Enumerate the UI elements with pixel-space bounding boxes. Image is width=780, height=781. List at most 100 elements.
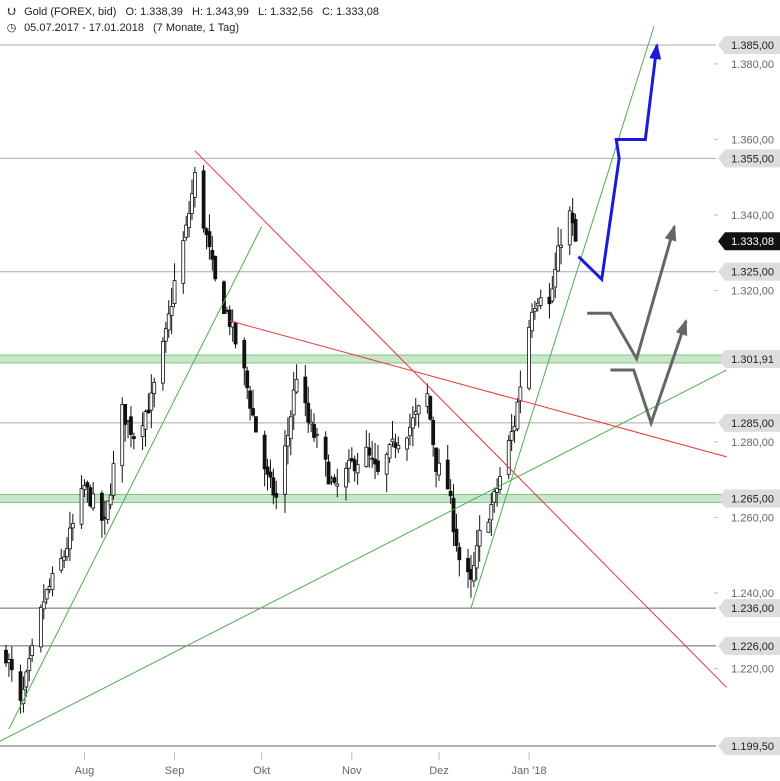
x-tick-label: Sep <box>165 765 185 777</box>
period-label: (7 Monate, 1 Tag) <box>153 22 240 34</box>
candle-up <box>550 288 555 302</box>
candle-down <box>99 492 104 521</box>
support-zone <box>0 354 780 363</box>
candle-up <box>474 545 479 569</box>
price-tag <box>718 599 780 618</box>
candle-down <box>4 649 8 664</box>
open-value: O: 1.338,39 <box>125 6 183 18</box>
candles-layer <box>4 165 578 714</box>
scenario-arrowhead <box>675 318 688 337</box>
price-tag <box>718 149 780 168</box>
candle-up <box>364 446 369 468</box>
candle-up <box>506 440 511 475</box>
candle-down <box>123 404 128 425</box>
y-tick-label: 1.220,00 <box>731 664 774 676</box>
candle-up <box>44 589 49 600</box>
candle-up <box>489 504 494 521</box>
candle-up <box>288 416 293 439</box>
candle-up <box>486 521 491 533</box>
candle-up <box>111 463 116 496</box>
instrument-name: Gold (FOREX, bid) <box>24 6 117 18</box>
resistance-trendline <box>229 320 727 458</box>
candle-up <box>532 308 537 312</box>
candle-up <box>149 392 154 411</box>
candle-down <box>370 457 375 460</box>
candle-up <box>387 444 392 459</box>
candle-down <box>222 281 226 315</box>
candle-down <box>245 370 250 389</box>
price-tag <box>718 349 780 368</box>
x-tick-label: Dez <box>429 765 449 777</box>
candle-up <box>59 558 64 571</box>
candle-down <box>312 424 316 438</box>
candle-up <box>553 268 558 288</box>
candle-up <box>38 606 43 648</box>
candle-down <box>332 477 337 483</box>
candle-up <box>384 454 389 475</box>
candle-up <box>347 459 351 469</box>
x-tick-label: Jan '18 <box>512 765 547 777</box>
zone-layer <box>0 354 780 503</box>
price-tag <box>718 262 780 281</box>
double-chevron-down-icon[interactable]: ⮋ <box>7 6 16 18</box>
candle-up <box>315 433 319 436</box>
candle-down <box>428 396 433 420</box>
candle-up <box>91 493 96 509</box>
high-value: H: 1.343,99 <box>192 6 249 18</box>
candle-up <box>50 572 55 591</box>
price-tag-label: 1.333,08 <box>731 236 774 248</box>
candle-up <box>65 548 69 558</box>
candle-down <box>274 492 279 498</box>
trendlines-layer <box>0 25 728 742</box>
candle-up <box>515 401 520 430</box>
candle-down <box>367 447 372 456</box>
candle-up <box>187 213 191 228</box>
level-lines-layer <box>0 44 780 747</box>
candle-up <box>396 445 401 450</box>
candle-down <box>393 442 398 448</box>
candle-down <box>454 528 459 547</box>
price-tag-label: 1.236,00 <box>731 603 774 615</box>
candle-up <box>477 529 482 547</box>
candle-up <box>184 224 189 238</box>
price-tags-layer: 1.385,00 1.355,00 1.333,08 1.325,00 1.301,91… <box>718 36 780 755</box>
candle-up <box>163 328 168 342</box>
price-tag-label: 1.385,00 <box>731 40 774 52</box>
candle-up <box>291 389 296 416</box>
date-range: 05.07.2017 - 17.01.2018 <box>24 22 144 34</box>
candle-up <box>82 485 87 491</box>
y-tick-label: 1.240,00 <box>731 588 774 600</box>
candle-up <box>495 488 500 493</box>
y-tick-label: 1.260,00 <box>731 512 774 524</box>
candle-up <box>143 411 148 430</box>
price-tag-label: 1.355,00 <box>731 153 774 165</box>
candle-down <box>265 466 270 475</box>
price-tag <box>718 413 780 432</box>
candle-down <box>448 490 453 497</box>
candle-up <box>166 313 171 331</box>
low-value: L: 1.332,56 <box>257 6 313 18</box>
candle-down <box>146 409 151 414</box>
scenario-arrowhead <box>664 224 677 242</box>
candle-up <box>408 426 412 437</box>
chart-header-row: ⮋ Gold (FOREX, bid) O: 1.338,39 H: 1.343… <box>6 5 385 19</box>
candle-up <box>390 438 395 443</box>
candle-down <box>303 376 308 404</box>
price-tag <box>718 232 780 251</box>
candle-up <box>294 378 299 393</box>
candle-down <box>268 471 273 478</box>
candle-up <box>344 468 348 488</box>
candle-down <box>326 461 331 485</box>
candle-up <box>416 405 421 415</box>
candle-up <box>283 445 287 495</box>
resistance-trendline <box>194 150 728 688</box>
candle-down <box>131 436 136 440</box>
price-tag-label: 1.199,50 <box>731 741 774 753</box>
candle-up <box>172 280 177 304</box>
candle-up <box>68 527 72 550</box>
price-tag-label: 1.325,00 <box>731 267 774 279</box>
candle-down <box>451 497 456 533</box>
candle-down <box>233 322 238 345</box>
y-tick-label: 1.320,00 <box>731 286 774 298</box>
